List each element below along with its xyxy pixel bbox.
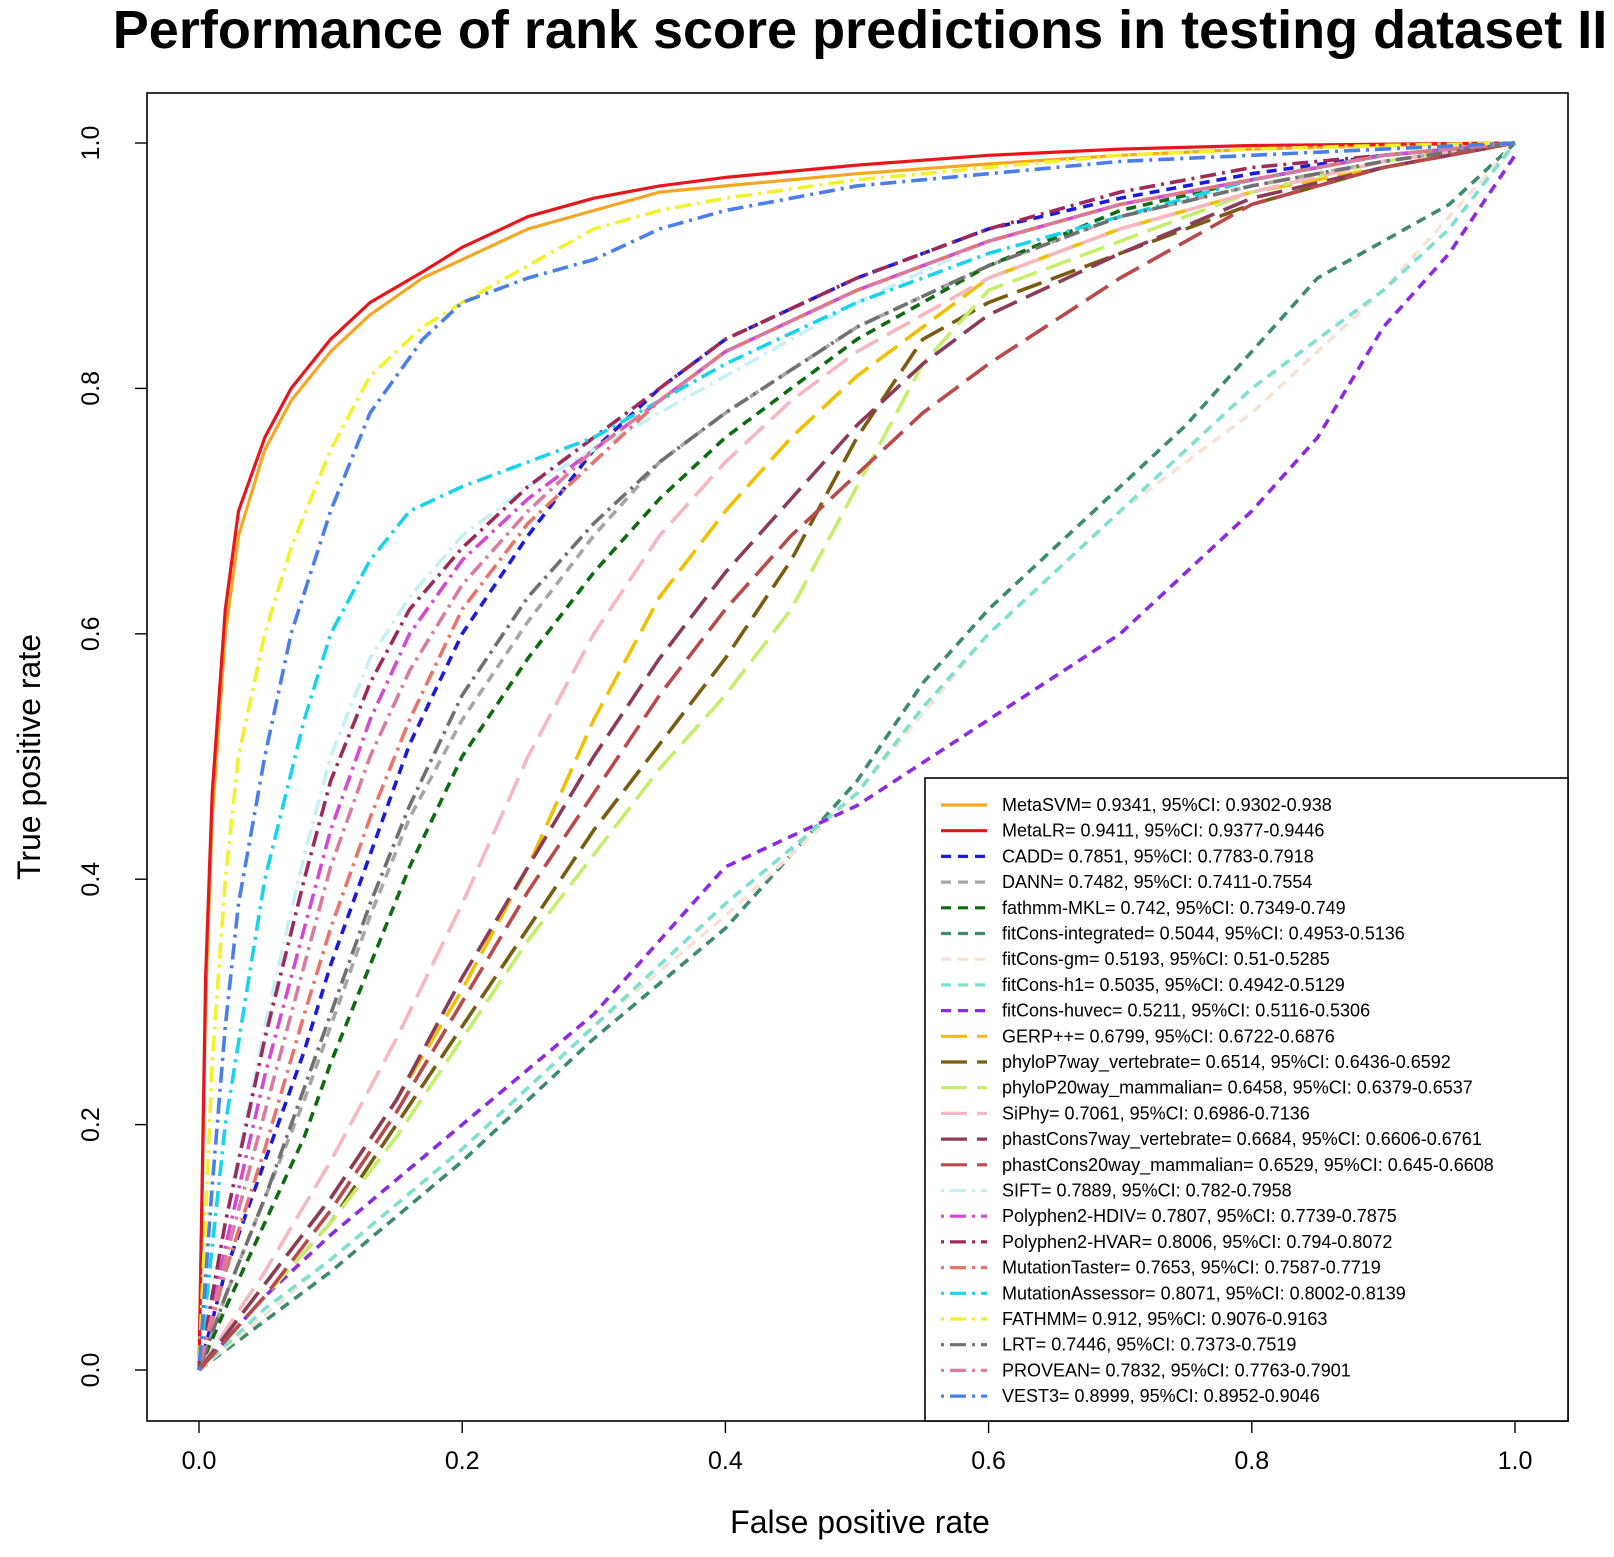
- legend-label: Polyphen2-HVAR= 0.8006, 95%CI: 0.794-0.8…: [1002, 1232, 1392, 1252]
- legend: MetaSVM= 0.9341, 95%CI: 0.9302-0.938 Meta…: [924, 777, 1569, 1422]
- series-line: [197, 141, 1516, 1372]
- series-line: [197, 141, 1516, 1372]
- legend-label: Polyphen2-HDIV= 0.7807, 95%CI: 0.7739-0.…: [1002, 1206, 1397, 1226]
- legend-box: [924, 777, 1569, 1422]
- series-line: [197, 141, 1516, 1371]
- legend-label: fitCons-huvec= 0.5211, 95%CI: 0.5116-0.5…: [1002, 1001, 1370, 1021]
- legend-label: LRT= 0.7446, 95%CI: 0.7373-0.7519: [1002, 1335, 1296, 1355]
- y-tick-label: 0.2: [77, 1107, 105, 1142]
- axes: 0.0 0.2 0.4 0.6 0.8 1.0 0.0 0.2 0.4 0.6 0.8 1.0: [77, 92, 1569, 1475]
- series-line: [197, 141, 1517, 1372]
- x-tick-label: 0.2: [445, 1447, 480, 1475]
- y-axis-label: True positive rate: [11, 634, 47, 880]
- legend-label: MutationAssessor= 0.8071, 95%CI: 0.8002-…: [1002, 1283, 1406, 1303]
- x-tick-label: 0.8: [1234, 1447, 1269, 1475]
- x-tick-label: 0.6: [971, 1447, 1006, 1475]
- series-line: [197, 141, 1516, 1371]
- y-tick-label: 0.6: [77, 616, 105, 651]
- series-line: [197, 141, 1516, 1371]
- legend-label: fitCons-h1= 0.5035, 95%CI: 0.4942-0.5129: [1002, 975, 1345, 995]
- series-line: [197, 141, 1516, 1371]
- legend-label: fathmm-MKL= 0.742, 95%CI: 0.7349-0.749: [1002, 898, 1346, 918]
- legend-label: MutationTaster= 0.7653, 95%CI: 0.7587-0.…: [1002, 1258, 1381, 1278]
- series-line: [197, 141, 1516, 1372]
- legend-label: SiPhy= 0.7061, 95%CI: 0.6986-0.7136: [1002, 1103, 1310, 1123]
- legend-label: MetaLR= 0.9411, 95%CI: 0.9377-0.9446: [1002, 821, 1324, 841]
- y-tick-label: 0.0: [77, 1353, 105, 1388]
- y-tick-label: 0.4: [77, 862, 105, 897]
- series-line: [197, 141, 1516, 1371]
- chart-title: Performance of rank score predictions in…: [113, 0, 1607, 60]
- legend-label: GERP++= 0.6799, 95%CI: 0.6722-0.6876: [1002, 1026, 1335, 1046]
- legend-label: phastCons7way_vertebrate= 0.6684, 95%CI:…: [1002, 1129, 1482, 1150]
- series-line: [197, 141, 1517, 1372]
- series-line: [197, 141, 1516, 1371]
- series-line: [197, 154, 1517, 1372]
- series-line: [197, 141, 1516, 1371]
- legend-label: phyloP20way_mammalian= 0.6458, 95%CI: 0.…: [1002, 1078, 1473, 1099]
- legend-label: fitCons-integrated= 0.5044, 95%CI: 0.495…: [1002, 924, 1405, 944]
- legend-label: CADD= 0.7851, 95%CI: 0.7783-0.7918: [1002, 846, 1314, 866]
- legend-label: FATHMM= 0.912, 95%CI: 0.9076-0.9163: [1002, 1309, 1327, 1329]
- series-line: [197, 141, 1516, 1371]
- plot-area: [197, 141, 1517, 1372]
- series-line: [197, 141, 1516, 1371]
- x-tick-label: 0.4: [708, 1447, 743, 1475]
- series-line: [197, 141, 1516, 1372]
- series-line: [197, 141, 1516, 1371]
- legend-label: VEST3= 0.8999, 95%CI: 0.8952-0.9046: [1002, 1386, 1320, 1406]
- legend-label: phastCons20way_mammalian= 0.6529, 95%CI:…: [1002, 1155, 1494, 1176]
- x-tick-label: 1.0: [1498, 1447, 1533, 1475]
- x-tick-label: 0.0: [182, 1447, 217, 1475]
- legend-label: SIFT= 0.7889, 95%CI: 0.782-0.7958: [1002, 1181, 1292, 1201]
- legend-label: DANN= 0.7482, 95%CI: 0.7411-0.7554: [1002, 872, 1312, 892]
- x-axis-label: False positive rate: [730, 1504, 990, 1540]
- series-line: [197, 141, 1516, 1372]
- legend-label: phyloP7way_vertebrate= 0.6514, 95%CI: 0.…: [1002, 1052, 1451, 1073]
- series-line: [197, 141, 1516, 1371]
- legend-label: fitCons-gm= 0.5193, 95%CI: 0.51-0.5285: [1002, 949, 1330, 969]
- y-tick-label: 1.0: [77, 126, 105, 161]
- plot-frame: [146, 92, 1569, 1422]
- y-tick-label: 0.8: [77, 371, 105, 406]
- legend-label: MetaSVM= 0.9341, 95%CI: 0.9302-0.938: [1002, 795, 1332, 815]
- legend-label: PROVEAN= 0.7832, 95%CI: 0.7763-0.7901: [1002, 1360, 1351, 1380]
